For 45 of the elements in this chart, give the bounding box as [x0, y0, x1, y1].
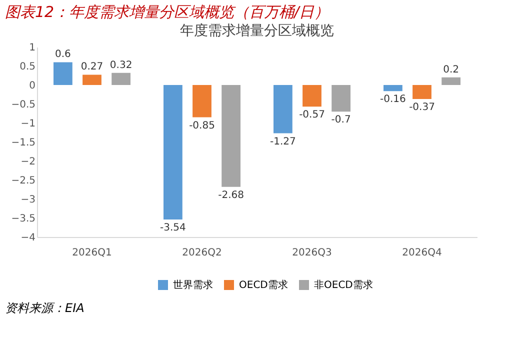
y-tick-label: 0.5: [20, 62, 36, 72]
data-label: -0.85: [189, 120, 215, 132]
y-tick-label: −1.5: [11, 138, 36, 148]
x-tick-label: 2026Q4: [402, 248, 442, 258]
y-tick-label: 0: [29, 80, 36, 92]
data-label: 0.32: [110, 60, 132, 71]
y-tick-label: 1: [29, 42, 36, 54]
legend-label: 世界需求: [173, 279, 213, 291]
bar: [384, 85, 402, 92]
data-label: 0.2: [443, 64, 460, 76]
x-tick-label: 2026Q2: [182, 248, 222, 258]
data-label: -2.68: [218, 190, 244, 201]
text: 资料来源：EIA: [5, 301, 84, 315]
y-tick-label: −4: [20, 232, 36, 244]
data-label: -1.27: [270, 136, 296, 148]
bar: [54, 62, 72, 85]
data-label: -0.37: [409, 102, 435, 114]
y-tick-label: −3: [20, 194, 36, 206]
bar: [192, 85, 212, 118]
data-label: -3.54: [160, 222, 186, 234]
data-label: -0.57: [299, 110, 325, 121]
bar: [222, 85, 240, 187]
data-label: 0.27: [80, 62, 104, 73]
bar: [112, 72, 130, 85]
data-label: -0.7: [331, 114, 351, 126]
data-label: -0.16: [380, 94, 406, 106]
y-tick-label: −0.5: [11, 100, 36, 110]
data-label: 0.6: [54, 49, 71, 60]
legend-label: OECD需求: [239, 279, 288, 291]
y-tick-label: −2: [20, 156, 36, 168]
x-tick-label: 2026Q1: [72, 248, 112, 258]
x-tick-label: 2026Q3: [292, 248, 332, 258]
bar: [302, 85, 322, 107]
y-tick-label: −2.5: [11, 176, 36, 186]
chart-title: 图表12：年度需求增量分区域概览（百万桶/日）: [5, 3, 330, 21]
chart-subtitle: 年度需求增量分区域概览: [180, 23, 334, 39]
bar: [442, 77, 460, 85]
y-tick-label: −3.5: [11, 214, 36, 224]
y-tick-label: −1: [20, 118, 36, 130]
bar: [332, 85, 350, 112]
bar: [274, 85, 292, 134]
bar: [82, 74, 102, 85]
bar: [164, 85, 182, 220]
bar: [412, 85, 432, 100]
legend-label: 非OECD需求: [314, 279, 373, 291]
